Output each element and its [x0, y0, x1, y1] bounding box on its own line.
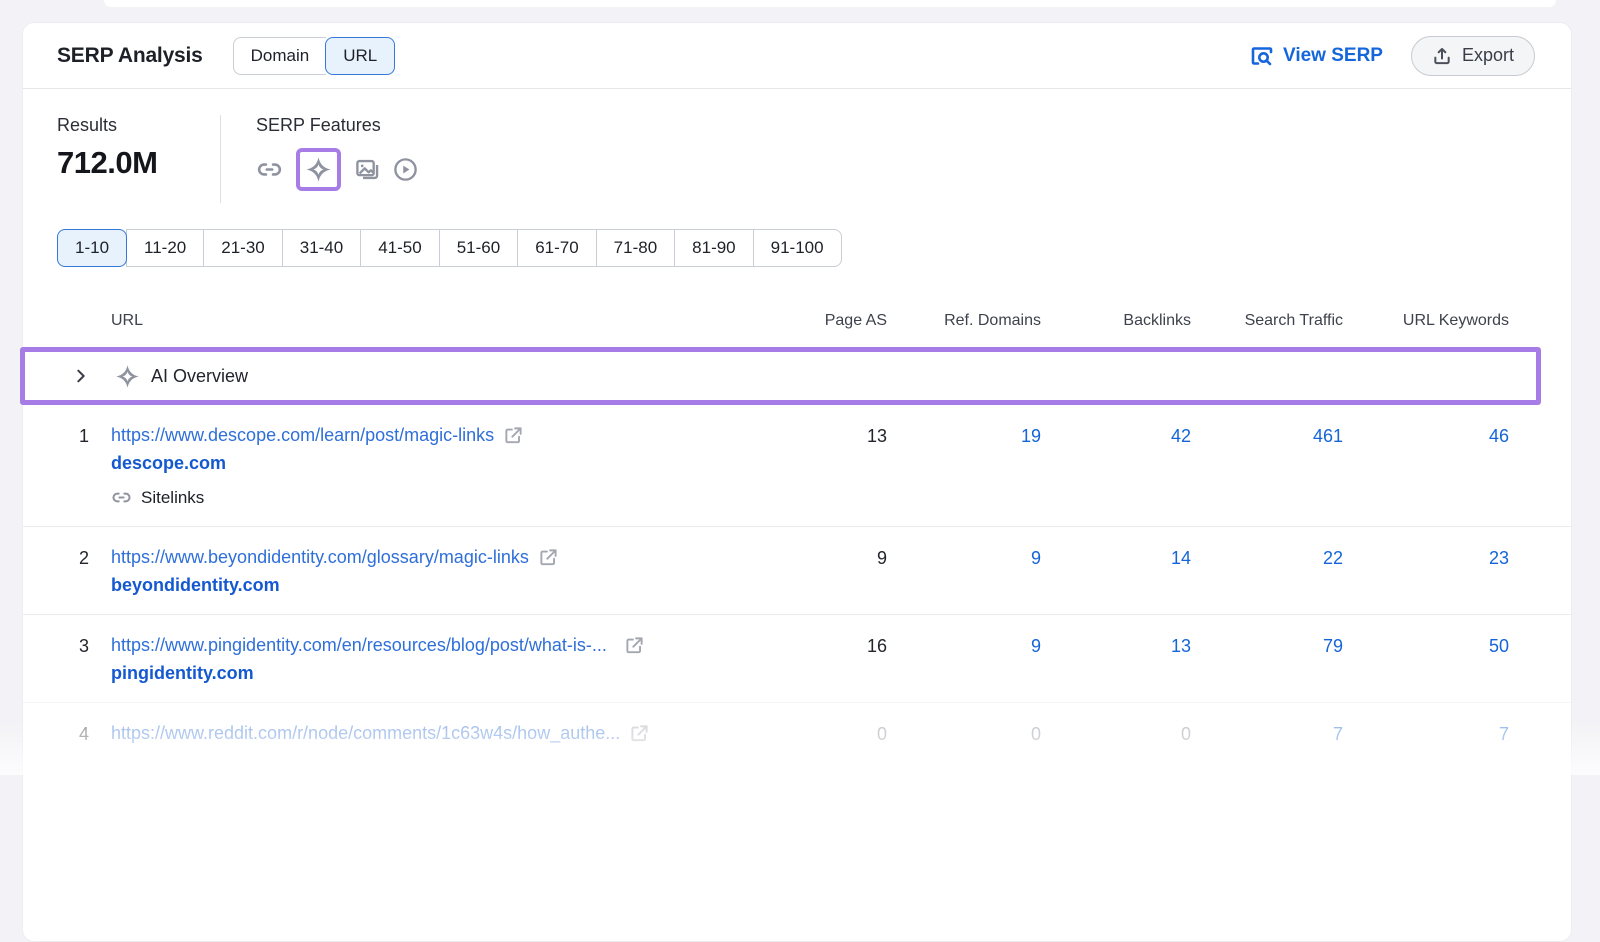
ref-domains-cell: 0	[887, 723, 1041, 745]
table-row: 4 https://www.reddit.com/r/node/comments…	[23, 702, 1571, 763]
images-feature-icon[interactable]	[354, 156, 381, 183]
results-value: 712.0M	[57, 145, 220, 181]
ai-overview-label: AI Overview	[151, 366, 248, 387]
sitelinks-icon	[111, 487, 132, 508]
url-link[interactable]: https://www.pingidentity.com/en/resource…	[111, 635, 607, 656]
toggle-url-button[interactable]: URL	[325, 37, 395, 75]
backlinks-cell[interactable]: 42	[1041, 425, 1191, 447]
domain-url-toggle: Domain URL	[233, 37, 396, 75]
page-as-cell: 0	[755, 723, 887, 745]
summary-section: Results 712.0M SERP Features	[23, 89, 1571, 203]
table-header-row: URL Page AS Ref. Domains Backlinks Searc…	[23, 295, 1571, 347]
col-header-page-as: Page AS	[755, 312, 887, 330]
external-link-icon[interactable]	[539, 548, 558, 567]
range-tab-51-60[interactable]: 51-60	[439, 229, 518, 267]
serp-features-block: SERP Features	[221, 115, 419, 203]
export-upload-icon	[1432, 46, 1452, 66]
view-serp-label: View SERP	[1283, 45, 1383, 67]
upper-card-edge	[104, 0, 1556, 7]
ai-overview-feature-icon[interactable]	[305, 156, 332, 183]
ref-domains-cell[interactable]: 9	[887, 635, 1041, 657]
serp-analysis-card: SERP Analysis Domain URL View SERP Exp	[22, 22, 1572, 942]
url-cell: https://www.beyondidentity.com/glossary/…	[111, 547, 755, 596]
col-header-url-keywords: URL Keywords	[1343, 312, 1509, 330]
col-header-backlinks: Backlinks	[1041, 312, 1191, 330]
rank-cell: 2	[57, 547, 111, 569]
url-keywords-cell[interactable]: 23	[1343, 547, 1509, 569]
ai-overview-feature-highlight	[296, 148, 341, 191]
card-header: SERP Analysis Domain URL View SERP Exp	[23, 23, 1571, 89]
range-tab-31-40[interactable]: 31-40	[282, 229, 361, 267]
page-as-cell: 9	[755, 547, 887, 569]
url-cell: https://www.pingidentity.com/en/resource…	[111, 635, 755, 684]
url-keywords-cell[interactable]: 50	[1343, 635, 1509, 657]
col-header-ref-domains: Ref. Domains	[887, 312, 1041, 330]
sitelinks-feature-icon[interactable]	[256, 156, 283, 183]
serp-features-label: SERP Features	[256, 115, 419, 136]
page-title: SERP Analysis	[57, 44, 203, 68]
videos-feature-icon[interactable]	[392, 156, 419, 183]
view-serp-icon	[1250, 44, 1274, 68]
url-keywords-cell[interactable]: 7	[1343, 723, 1509, 745]
export-button[interactable]: Export	[1411, 36, 1535, 76]
range-tab-71-80[interactable]: 71-80	[596, 229, 675, 267]
search-traffic-cell[interactable]: 7	[1191, 723, 1343, 745]
range-tab-91-100[interactable]: 91-100	[753, 229, 842, 267]
ai-overview-sparkle-icon	[115, 364, 140, 389]
view-serp-link[interactable]: View SERP	[1250, 44, 1383, 68]
external-link-icon[interactable]	[625, 636, 644, 655]
rank-cell: 1	[57, 425, 111, 447]
table-row: 3 https://www.pingidentity.com/en/resour…	[23, 614, 1571, 702]
backlinks-cell: 0	[1041, 723, 1191, 745]
position-range-tabs: 1-10 11-20 21-30 31-40 41-50 51-60 61-70…	[57, 229, 842, 267]
toggle-domain-button[interactable]: Domain	[233, 37, 327, 75]
url-link[interactable]: https://www.reddit.com/r/node/comments/1…	[111, 723, 620, 744]
search-traffic-cell[interactable]: 22	[1191, 547, 1343, 569]
range-tab-21-30[interactable]: 21-30	[203, 229, 282, 267]
export-label: Export	[1462, 45, 1514, 66]
backlinks-cell[interactable]: 14	[1041, 547, 1191, 569]
range-tab-11-20[interactable]: 11-20	[126, 229, 204, 267]
url-link[interactable]: https://www.descope.com/learn/post/magic…	[111, 425, 494, 446]
external-link-icon[interactable]	[630, 724, 649, 743]
url-keywords-cell[interactable]: 46	[1343, 425, 1509, 447]
range-tab-81-90[interactable]: 81-90	[674, 229, 753, 267]
col-header-search-traffic: Search Traffic	[1191, 312, 1343, 330]
domain-link[interactable]: descope.com	[111, 453, 226, 474]
ref-domains-cell[interactable]: 19	[887, 425, 1041, 447]
page-as-cell: 13	[755, 425, 887, 447]
search-traffic-cell[interactable]: 79	[1191, 635, 1343, 657]
external-link-icon[interactable]	[504, 426, 523, 445]
table-row: 1 https://www.descope.com/learn/post/mag…	[23, 405, 1571, 526]
url-cell: https://www.reddit.com/r/node/comments/1…	[111, 723, 755, 744]
rank-cell: 3	[57, 635, 111, 657]
url-cell: https://www.descope.com/learn/post/magic…	[111, 425, 755, 508]
expand-chevron-icon[interactable]	[73, 368, 89, 384]
domain-link[interactable]: beyondidentity.com	[111, 575, 280, 596]
page-as-cell: 16	[755, 635, 887, 657]
rank-cell: 4	[57, 723, 111, 745]
url-link[interactable]: https://www.beyondidentity.com/glossary/…	[111, 547, 529, 568]
range-tab-1-10[interactable]: 1-10	[57, 229, 127, 267]
sitelinks-badge-label: Sitelinks	[141, 488, 204, 508]
results-table: URL Page AS Ref. Domains Backlinks Searc…	[23, 295, 1571, 763]
results-label: Results	[57, 115, 220, 136]
ai-overview-row[interactable]: AI Overview	[25, 352, 1536, 400]
range-tab-41-50[interactable]: 41-50	[360, 229, 439, 267]
results-block: Results 712.0M	[57, 115, 220, 203]
domain-link[interactable]: pingidentity.com	[111, 663, 254, 684]
backlinks-cell[interactable]: 13	[1041, 635, 1191, 657]
col-header-url: URL	[111, 312, 755, 330]
range-tab-61-70[interactable]: 61-70	[517, 229, 596, 267]
sitelinks-badge: Sitelinks	[111, 487, 755, 508]
ref-domains-cell[interactable]: 9	[887, 547, 1041, 569]
ai-overview-annotation-box: AI Overview	[20, 347, 1541, 405]
search-traffic-cell[interactable]: 461	[1191, 425, 1343, 447]
table-row: 2 https://www.beyondidentity.com/glossar…	[23, 526, 1571, 614]
